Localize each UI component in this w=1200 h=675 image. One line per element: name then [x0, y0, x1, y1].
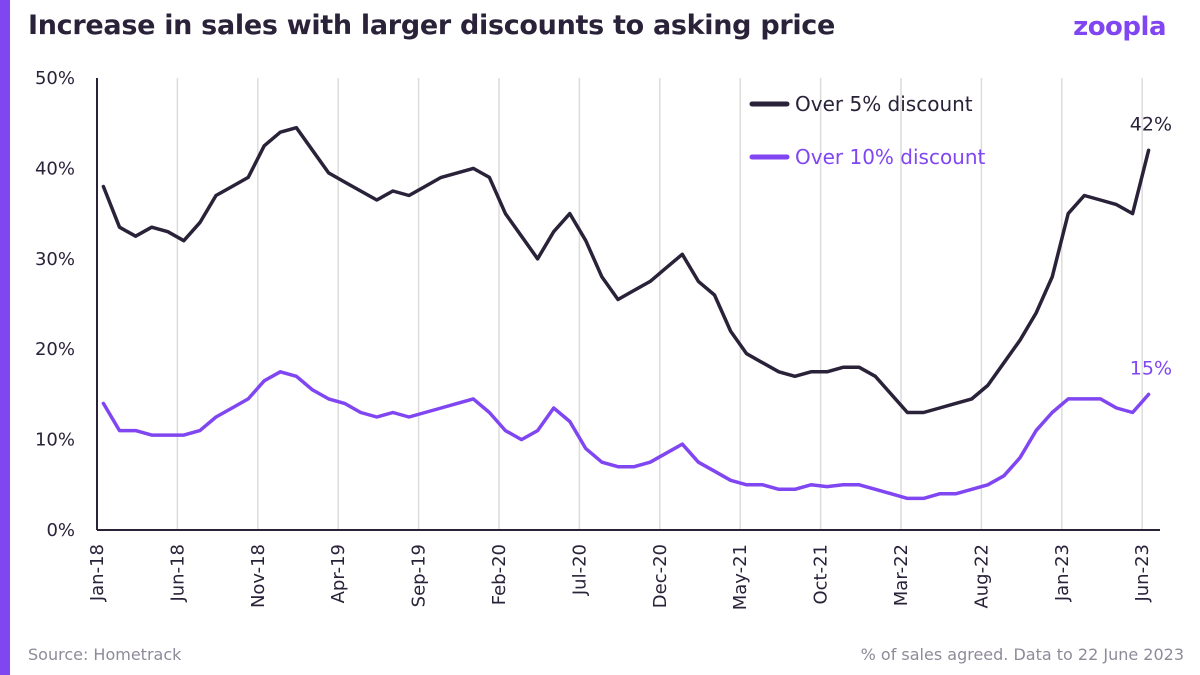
x-tick-label: Oct-21 [811, 544, 832, 605]
y-tick-label: 30% [35, 249, 75, 270]
y-tick-label: 50% [35, 68, 75, 89]
end-value-label: 42% [1130, 113, 1172, 135]
legend-label: Over 10% discount [795, 145, 986, 169]
x-tick-label: May-21 [730, 544, 751, 610]
x-tick-label: Mar-22 [891, 544, 912, 606]
source-note: Source: Hometrack [28, 645, 181, 664]
x-tick-label: Jul-20 [569, 544, 590, 596]
y-tick-label: 40% [35, 158, 75, 179]
x-tick-label: Aug-22 [971, 544, 992, 609]
series-line-2 [103, 372, 1148, 499]
y-tick-label: 10% [35, 430, 75, 451]
x-tick-label: Jan-23 [1052, 544, 1073, 602]
data-note: % of sales agreed. Data to 22 June 2023 [861, 645, 1184, 664]
x-tick-label: Apr-19 [328, 544, 349, 603]
legend: Over 5% discount Over 10% discount [752, 92, 986, 169]
x-tick-label: Nov-18 [248, 544, 269, 608]
x-tick-label: Dec-20 [650, 544, 671, 608]
legend-label: Over 5% discount [795, 92, 973, 116]
grid-lines [177, 78, 1142, 530]
x-tick-label: Feb-20 [489, 544, 510, 605]
y-tick-label: 20% [35, 339, 75, 360]
x-tick-label: Jan-18 [87, 544, 108, 602]
series-line-1 [103, 128, 1148, 413]
x-tick-label: Sep-19 [409, 544, 430, 607]
y-tick-label: 0% [46, 520, 75, 541]
end-value-label: 15% [1130, 357, 1172, 379]
axes: 0% 10% 20% 30% 40% 50% Jan-18 Jun-18 Nov-18 Apr-1… [35, 68, 1160, 610]
series-lines [103, 128, 1148, 499]
x-tick-label: Jun-23 [1132, 544, 1153, 603]
x-tick-label: Jun-18 [167, 544, 188, 603]
end-labels: 42% 15% [1130, 113, 1172, 379]
